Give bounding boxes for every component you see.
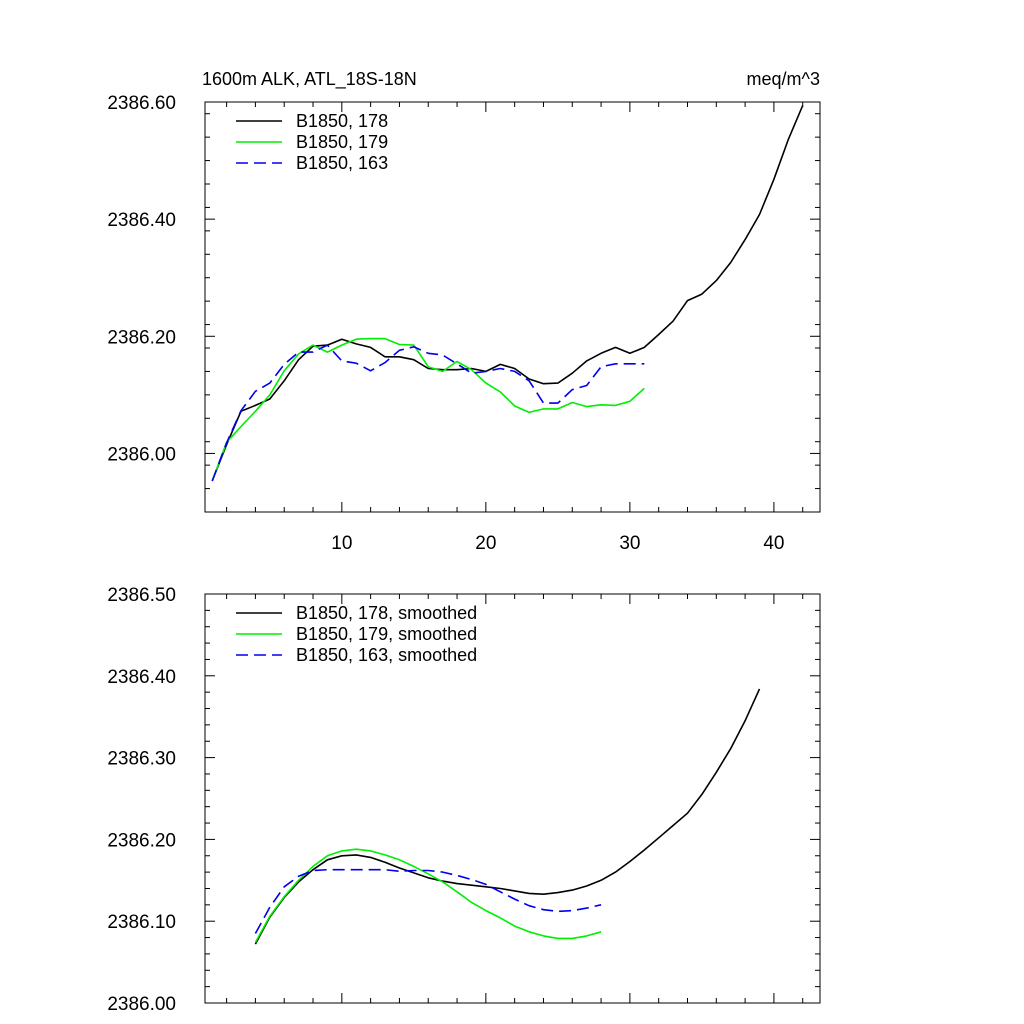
x-tick-label: 30 <box>619 533 640 554</box>
series-line-3 <box>254 868 602 934</box>
y-tick-label: 2386.50 <box>107 585 176 606</box>
y-tick-label: 2386.00 <box>107 444 176 465</box>
panel-bottom: 2386.00 2386.10 2386.20 2386.30 2386.40 2386.… <box>107 585 821 1015</box>
legend-label: B1850, 179 <box>296 132 388 152</box>
y-tick-label: 2386.00 <box>107 994 176 1015</box>
x-tick-label: 20 <box>475 533 496 554</box>
y-tick-label: 2386.40 <box>107 210 176 231</box>
series-line-1 <box>211 105 804 482</box>
y-tick-label: 2386.60 <box>107 93 176 114</box>
series-line-1 <box>254 688 761 945</box>
chart-title: 1600m ALK, ATL_18S-18N <box>202 69 417 90</box>
y-tick-label: 2386.10 <box>107 912 176 933</box>
legend-label: B1850, 178, smoothed <box>296 603 477 623</box>
y-tick-label: 2386.30 <box>107 749 176 770</box>
x-tick-label: 40 <box>763 533 784 554</box>
series-line-3 <box>211 344 645 482</box>
y-tick-label: 2386.20 <box>107 830 176 851</box>
panel-top: 10 20 30 40 2386.00 2386.20 2386.40 2386.60 1600… <box>107 69 821 554</box>
y-tick-label: 2386.20 <box>107 327 176 348</box>
series-line-2 <box>211 337 645 482</box>
legend-label: B1850, 179, smoothed <box>296 624 477 644</box>
x-tick-label: 10 <box>331 533 352 554</box>
plot-frame <box>204 593 821 1004</box>
legend-label: B1850, 163 <box>296 153 388 173</box>
y-tick-label: 2386.40 <box>107 667 176 688</box>
units-label: meq/m^3 <box>747 69 820 89</box>
series-line-2 <box>254 848 602 943</box>
legend-label: B1850, 163, smoothed <box>296 645 477 665</box>
plot-frame <box>204 101 821 513</box>
legend-label: B1850, 178 <box>296 111 388 131</box>
